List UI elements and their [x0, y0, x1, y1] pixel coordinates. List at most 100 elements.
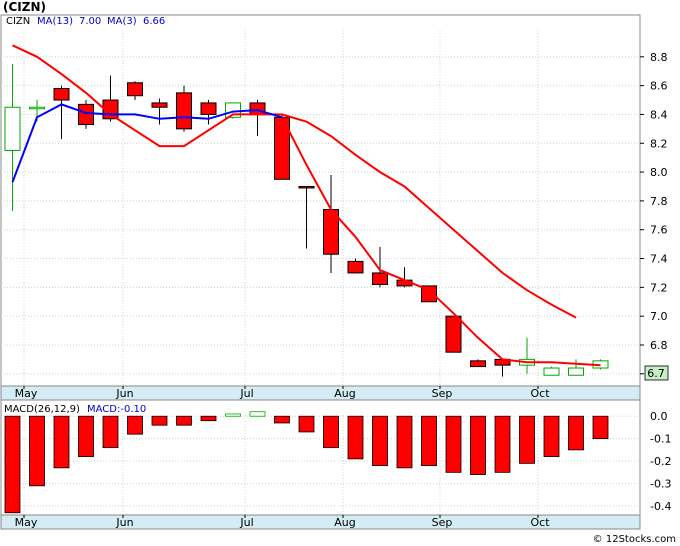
- chart-title: (CIZN): [3, 0, 46, 14]
- price-y-tick-label: 7.6: [650, 224, 668, 237]
- candle: [298, 185, 315, 249]
- macd-x-axis-band: [0, 514, 641, 530]
- macd-bar: [372, 415, 388, 467]
- candle: [151, 98, 168, 125]
- macd-bar: [519, 415, 535, 464]
- price-legend: CIZN MA(13) 7.00 MA(3) 6.66: [6, 16, 165, 27]
- macd-bar: [78, 415, 94, 458]
- macd-bar: [225, 413, 241, 417]
- macd-bar: [274, 415, 290, 424]
- price-y-tick-label: 7.2: [650, 281, 668, 294]
- candle: [274, 114, 290, 180]
- x-tick-label: Jul: [239, 387, 253, 400]
- x-tick-label: Jul: [239, 516, 253, 529]
- price-y-axis: 8.88.68.48.28.07.87.67.47.27.06.86.6: [640, 51, 668, 381]
- price-y-tick-label: 7.4: [650, 253, 668, 266]
- x-tick-label: Oct: [530, 387, 550, 400]
- candle-body: [200, 102, 217, 115]
- candle-body: [470, 360, 486, 368]
- price-y-tick-label: 6.8: [650, 339, 668, 352]
- ma-short-line-blue: [11, 103, 283, 183]
- price-gridlines: [1, 30, 640, 386]
- macd-label: MACD(26,12,9): [4, 404, 80, 415]
- price-y-tick-label: 7.0: [650, 310, 668, 323]
- candle: [347, 258, 364, 274]
- price-y-tick-label: 8.2: [650, 137, 668, 150]
- macd-bar: [568, 415, 584, 451]
- candle-body: [372, 272, 388, 285]
- candle: [445, 315, 462, 353]
- legend-ma-short-value: 6.66: [143, 16, 165, 27]
- macd-y-tick-label: -0.3: [650, 478, 671, 491]
- candle: [176, 85, 192, 132]
- candle-body: [543, 367, 560, 376]
- candle: [372, 247, 388, 288]
- macd-bar: [200, 415, 217, 422]
- price-panel: [0, 14, 641, 397]
- ma-short-line-red: [281, 116, 601, 367]
- footer-credit: © 12Stocks.com: [592, 534, 676, 545]
- candle: [543, 366, 560, 376]
- macd-bar: [249, 411, 266, 417]
- candle: [78, 100, 94, 129]
- candle-body: [53, 88, 70, 101]
- candle-body: [445, 315, 462, 353]
- candle: [470, 359, 486, 368]
- macd-bar: [102, 415, 119, 449]
- candlesticks: [4, 64, 609, 377]
- candle-body: [568, 367, 584, 376]
- macd-bar: [543, 415, 560, 458]
- x-tick-label: Oct: [530, 516, 550, 529]
- macd-bar: [445, 415, 462, 473]
- macd-bar: [592, 415, 609, 440]
- macd-bar: [151, 415, 168, 426]
- candle: [127, 81, 143, 101]
- macd-y-tick-label: -0.1: [650, 433, 671, 446]
- macd-bar: [4, 415, 21, 514]
- last-value-box: [644, 365, 669, 381]
- macd-y-tick-label: 0.0: [650, 410, 668, 423]
- candle-body: [78, 103, 94, 126]
- price-y-tick-label: 8.8: [650, 51, 668, 64]
- x-tick-label: Sep: [432, 516, 453, 529]
- macd-bar: [494, 415, 511, 473]
- macd-bar: [29, 415, 45, 487]
- candle-body: [347, 260, 364, 274]
- macd-bars: [4, 411, 609, 514]
- candle-body: [298, 185, 315, 189]
- candle-body: [127, 82, 143, 97]
- price-y-tick-label: 8.4: [650, 108, 668, 121]
- candle: [421, 285, 437, 303]
- legend-ma-long-label: MA(13): [37, 16, 73, 27]
- macd-bar: [127, 415, 143, 435]
- candle-body: [151, 102, 168, 108]
- legend-ma-short-label: MA(3): [107, 16, 137, 27]
- legend-ma-long-value: 7.00: [79, 16, 101, 27]
- price-y-tick-label: 8.0: [650, 166, 668, 179]
- candle-body: [29, 106, 45, 110]
- price-x-axis-labels: May Jun Jul Aug Sep Oct: [15, 386, 550, 400]
- x-tick-label: Jun: [115, 516, 133, 529]
- x-tick-label: May: [15, 516, 38, 529]
- candle-body: [176, 92, 192, 130]
- macd-bar: [421, 415, 437, 467]
- macd-bar: [53, 415, 70, 469]
- x-tick-label: Aug: [334, 516, 355, 529]
- candle: [323, 174, 339, 273]
- x-tick-label: May: [15, 387, 38, 400]
- candle-body: [249, 102, 266, 115]
- macd-y-tick-label: -0.4: [650, 500, 671, 513]
- x-tick-label: Sep: [432, 387, 453, 400]
- macd-value-label: MACD:-0.10: [87, 404, 146, 415]
- macd-bar: [176, 415, 192, 426]
- ma-long-line: [12, 44, 577, 319]
- macd-bar: [323, 415, 339, 449]
- candle-body: [421, 285, 437, 303]
- candle: [4, 64, 21, 211]
- macd-bar: [396, 415, 413, 469]
- last-value-label: 6.7: [647, 367, 665, 380]
- macd-x-axis-labels: May Jun Jul Aug Sep Oct: [15, 515, 550, 529]
- candle-body: [4, 106, 21, 151]
- candle: [53, 85, 70, 139]
- macd-y-tick-label: -0.2: [650, 455, 671, 468]
